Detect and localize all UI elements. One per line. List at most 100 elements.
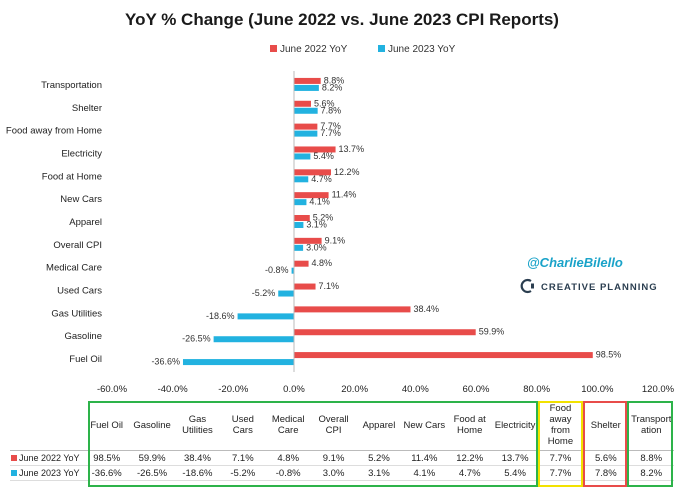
x-tick-label: 60.0% <box>463 384 490 395</box>
bar-june-2023 <box>294 244 304 251</box>
x-tick-label: 0.0% <box>283 384 305 395</box>
table-cell: 7.8% <box>583 465 629 481</box>
watermark-handle: @CharlieBilello <box>527 255 623 270</box>
bar-june-2022 <box>294 283 316 290</box>
table-cell: 59.9% <box>129 450 175 466</box>
data-label: 5.2% <box>313 213 334 223</box>
table-row: June 2022 YoY 98.5% 59.9% 38.4% 7.1% 4.8% 9.1%… <box>10 450 674 466</box>
bar-june-2022 <box>294 352 593 359</box>
bar-june-2022 <box>294 169 332 176</box>
data-label: -0.8% <box>265 265 289 275</box>
category-label: Overall CPI <box>53 240 102 251</box>
data-label: -5.2% <box>252 288 276 298</box>
bar-june-2022 <box>294 260 309 267</box>
watermark-brand: CREATIVE PLANNING <box>541 282 658 293</box>
data-label: 4.7% <box>311 174 332 184</box>
plot-area: Transportation 8.8%8.2% Shelter 5.6%7.8% Foo… <box>6 71 621 372</box>
bar-june-2022 <box>294 192 329 199</box>
table-cell: 8.2% <box>628 465 674 481</box>
data-label: 8.8% <box>324 75 345 85</box>
bar-june-2022 <box>294 146 336 153</box>
table-header-cell: Electricity <box>492 400 538 451</box>
category-label: Fuel Oil <box>69 354 102 365</box>
watermark: @CharlieBilello CREATIVE PLANNING <box>520 255 658 294</box>
table-cell: 9.1% <box>310 450 357 466</box>
bar-june-2023 <box>294 84 319 91</box>
data-label: -36.6% <box>151 357 180 367</box>
data-label: 5.6% <box>314 98 335 108</box>
bar-june-2023 <box>237 313 294 320</box>
data-label: 3.1% <box>306 220 327 230</box>
table-cell: 11.4% <box>401 450 447 466</box>
table-header-cell: Shelter <box>583 400 629 451</box>
table-header-cell: Medical Care <box>265 400 311 451</box>
category-label: Food at Home <box>42 171 102 182</box>
data-label: 7.1% <box>319 281 340 291</box>
table-cell: 4.8% <box>265 450 311 466</box>
legend-key-swatch <box>11 470 17 477</box>
x-tick-label: 20.0% <box>341 384 368 395</box>
table-header-cell: Overall CPI <box>310 400 357 451</box>
creative-planning-logo-icon <box>520 278 534 294</box>
table-cell: 5.2% <box>356 450 402 466</box>
category-label: Medical Care <box>46 263 102 274</box>
bar-june-2023 <box>294 222 304 228</box>
table-cell: 13.7% <box>492 450 538 466</box>
data-label: 12.2% <box>334 167 360 177</box>
chart: YoY % Change (June 2022 vs. June 2023 CP… <box>6 10 675 395</box>
data-label: 5.4% <box>313 151 334 161</box>
table-cell: 5.6% <box>583 450 629 466</box>
bar-june-2023 <box>213 336 294 343</box>
category-label: Food away from Home <box>6 126 102 137</box>
category-label: Transportation <box>41 80 102 91</box>
x-tick-label: 40.0% <box>402 384 429 395</box>
data-label: 38.4% <box>413 304 439 314</box>
table-cell: -5.2% <box>220 465 266 481</box>
table-header-cell: Apparel <box>356 400 402 451</box>
data-label: 13.7% <box>339 144 365 154</box>
table-header-row: Fuel Oil Gasoline Gas Utilities Used Cars Me… <box>10 400 674 451</box>
legend-label-2: June 2023 YoY <box>388 44 456 55</box>
table-cell: -36.6% <box>84 465 130 481</box>
table-header-cell: Gasoline <box>129 400 175 451</box>
table-row-label: June 2023 YoY <box>10 465 84 481</box>
bar-june-2023 <box>294 199 307 206</box>
table-row-label: June 2022 YoY <box>10 450 84 466</box>
legend: June 2022 YoY June 2023 YoY <box>270 44 456 55</box>
data-label: 59.9% <box>479 327 505 337</box>
data-label: 11.4% <box>332 190 357 200</box>
table-row-label-text: June 2022 YoY <box>19 452 80 463</box>
bar-june-2022 <box>294 123 318 130</box>
data-label: 8.2% <box>322 82 343 92</box>
category-label: Used Cars <box>57 286 102 297</box>
table-cell: 8.8% <box>628 450 674 466</box>
bar-june-2022 <box>294 237 322 244</box>
bar-june-2023 <box>278 290 294 297</box>
table-cell: 12.2% <box>447 450 493 466</box>
legend-label-1: June 2022 YoY <box>280 44 348 55</box>
data-label: 4.8% <box>312 258 333 268</box>
table-cell: 4.1% <box>401 465 447 481</box>
table-cell: 7.7% <box>537 450 584 466</box>
data-label: -26.5% <box>182 334 211 344</box>
table-cell: 7.1% <box>220 450 266 466</box>
table-cell: 4.7% <box>447 465 493 481</box>
table-cell: 3.0% <box>310 465 357 481</box>
x-tick-label: -40.0% <box>158 384 189 395</box>
data-label: -18.6% <box>206 311 235 321</box>
data-table: Fuel Oil Gasoline Gas Utilities Used Cars Me… <box>10 400 674 481</box>
bar-june-2023 <box>294 130 318 137</box>
table-cell: 3.1% <box>356 465 402 481</box>
table-corner-cell <box>10 400 84 451</box>
data-label: 9.1% <box>325 235 346 245</box>
bar-june-2023 <box>291 267 294 274</box>
table-header-cell: Transport ation <box>628 400 674 451</box>
bar-june-2022 <box>294 100 311 107</box>
data-label: 98.5% <box>596 350 622 360</box>
data-label: 7.8% <box>321 105 342 115</box>
bar-june-2023 <box>294 176 309 183</box>
category-label: Gasoline <box>65 331 103 342</box>
category-label: Apparel <box>69 217 102 228</box>
table-header-cell: Food at Home <box>447 400 493 451</box>
table-cell: -0.8% <box>265 465 311 481</box>
